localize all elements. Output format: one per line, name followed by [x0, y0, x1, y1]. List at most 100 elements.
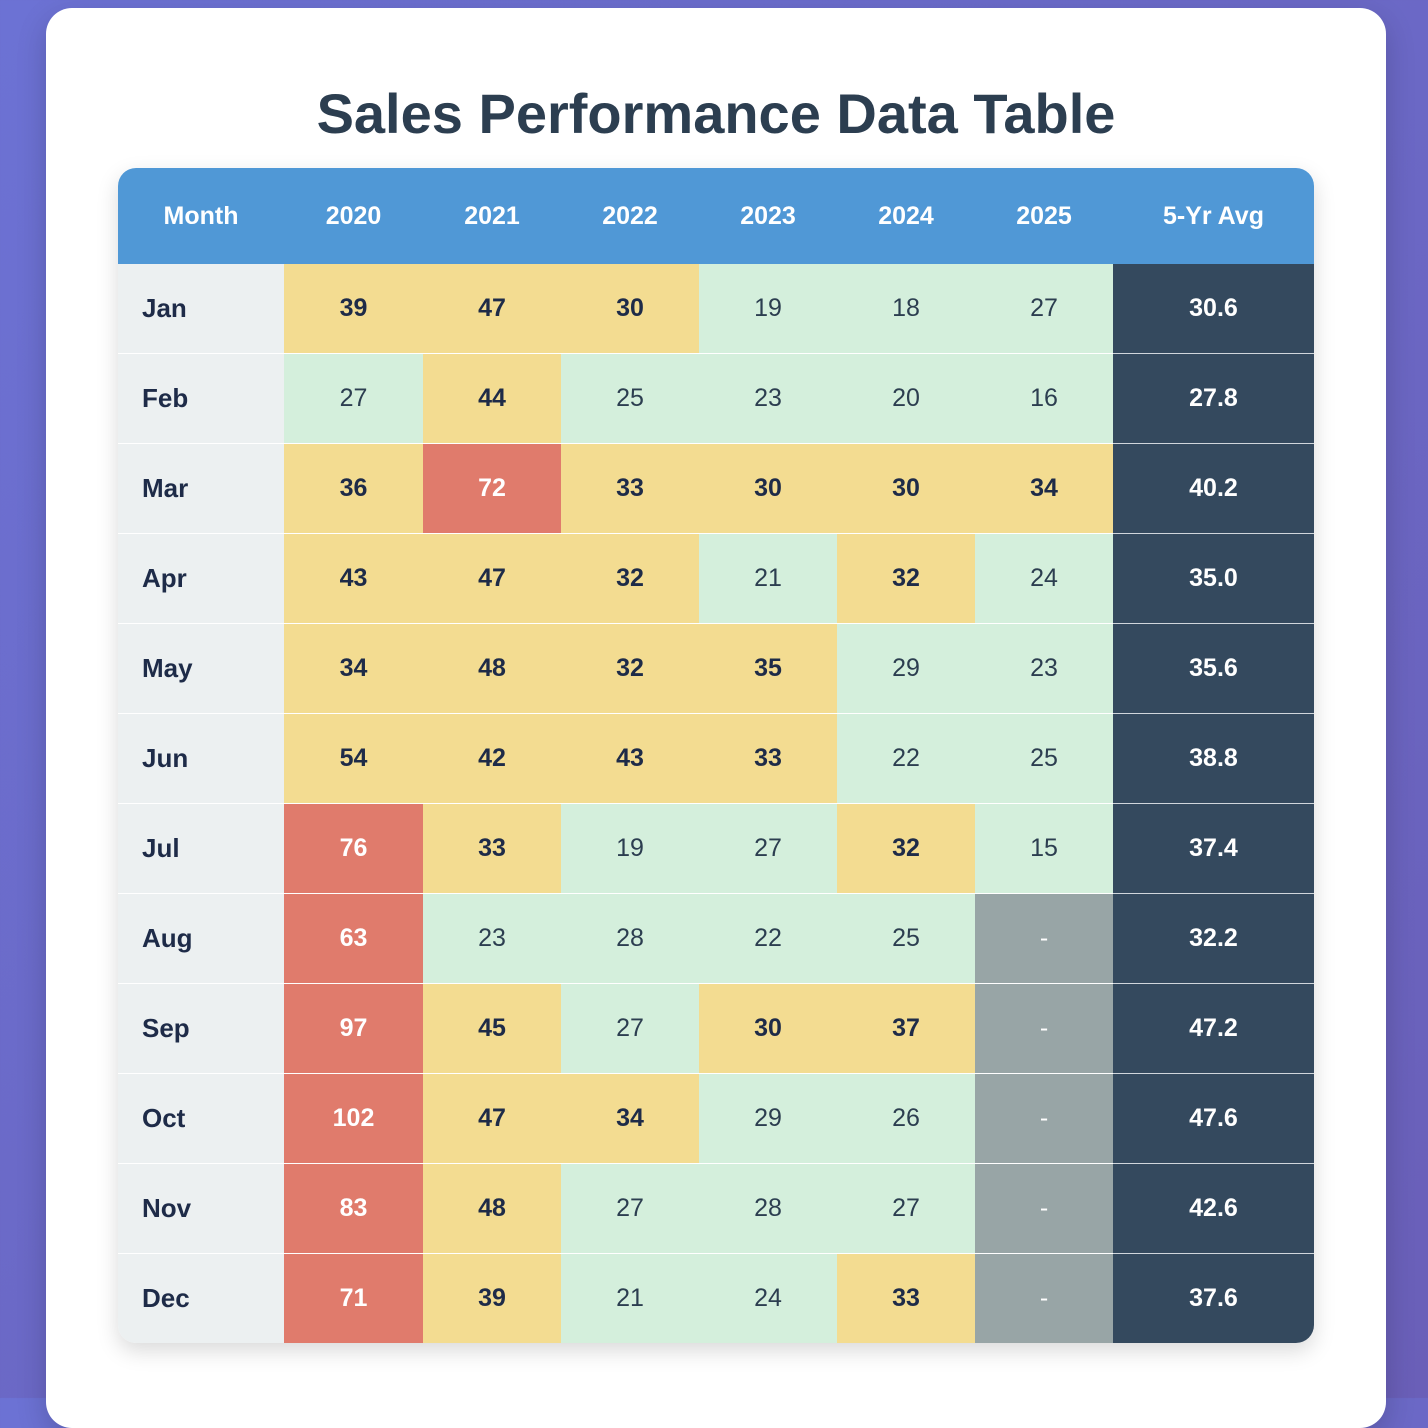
month-cell: Jan	[118, 264, 284, 354]
month-cell: Jun	[118, 713, 284, 804]
sales-table: Month 2020 2021 2022 2023 2024 2025 5-Yr Avg Ja…	[118, 168, 1314, 1343]
value-cell: 33	[561, 443, 699, 534]
value-cell: 21	[561, 1253, 699, 1343]
value-cell: 72	[423, 443, 561, 534]
value-cell: 35	[699, 623, 837, 714]
value-cell: 33	[423, 803, 561, 894]
value-cell: 102	[284, 1073, 423, 1164]
value-cell: 33	[699, 713, 837, 804]
column-header-year: 2020	[284, 168, 423, 264]
value-cell: 25	[837, 893, 975, 984]
value-cell: 39	[423, 1253, 561, 1343]
value-cell: 25	[975, 713, 1113, 804]
value-cell: 47	[423, 264, 561, 354]
value-cell: 42	[423, 713, 561, 804]
value-cell: -	[975, 1163, 1113, 1254]
sales-table-container: Month 2020 2021 2022 2023 2024 2025 5-Yr Avg Ja…	[118, 168, 1314, 1343]
table-row: Jun 54 42 43 33 22 25 38.8	[118, 713, 1314, 804]
average-cell: 47.2	[1113, 983, 1314, 1074]
value-cell: 43	[561, 713, 699, 804]
value-cell: -	[975, 983, 1113, 1074]
average-cell: 47.6	[1113, 1073, 1314, 1164]
value-cell: 71	[284, 1253, 423, 1343]
table-row: Oct 102 47 34 29 26-47.6	[118, 1073, 1314, 1164]
month-cell: Jul	[118, 803, 284, 894]
value-cell: 15	[975, 803, 1113, 894]
table-row: Aug 63 23 28 22 25-32.2	[118, 893, 1314, 984]
value-cell: 27	[837, 1163, 975, 1254]
value-cell: 83	[284, 1163, 423, 1254]
value-cell: 27	[284, 353, 423, 444]
average-cell: 37.4	[1113, 803, 1314, 894]
value-cell: 23	[423, 893, 561, 984]
value-cell: 18	[837, 264, 975, 354]
value-cell: 24	[975, 533, 1113, 624]
month-cell: May	[118, 623, 284, 714]
value-cell: 48	[423, 623, 561, 714]
value-cell: 22	[699, 893, 837, 984]
value-cell: 27	[975, 264, 1113, 354]
value-cell: 37	[837, 983, 975, 1074]
average-cell: 32.2	[1113, 893, 1314, 984]
month-cell: Aug	[118, 893, 284, 984]
column-header-year: 2022	[561, 168, 699, 264]
value-cell: 47	[423, 1073, 561, 1164]
value-cell: 33	[837, 1253, 975, 1343]
value-cell: -	[975, 1073, 1113, 1164]
value-cell: 19	[561, 803, 699, 894]
table-row: Jan 39 47 30 19 18 27 30.6	[118, 264, 1314, 354]
value-cell: 97	[284, 983, 423, 1074]
month-cell: Oct	[118, 1073, 284, 1164]
average-cell: 37.6	[1113, 1253, 1314, 1343]
value-cell: 54	[284, 713, 423, 804]
value-cell: 32	[561, 533, 699, 624]
value-cell: 27	[561, 1163, 699, 1254]
value-cell: 63	[284, 893, 423, 984]
value-cell: 30	[699, 443, 837, 534]
table-row: Dec 71 39 21 24 33-37.6	[118, 1253, 1314, 1343]
column-header-year: 2025	[975, 168, 1113, 264]
value-cell: 29	[837, 623, 975, 714]
table-row: Jul 76 33 19 27 32 15 37.4	[118, 803, 1314, 894]
value-cell: 43	[284, 533, 423, 624]
value-cell: 19	[699, 264, 837, 354]
value-cell: 39	[284, 264, 423, 354]
month-cell: Nov	[118, 1163, 284, 1254]
month-cell: Feb	[118, 353, 284, 444]
value-cell: 48	[423, 1163, 561, 1254]
value-cell: 32	[837, 803, 975, 894]
value-cell: 22	[837, 713, 975, 804]
value-cell: 36	[284, 443, 423, 534]
value-cell: 20	[837, 353, 975, 444]
value-cell: 30	[699, 983, 837, 1074]
average-cell: 42.6	[1113, 1163, 1314, 1254]
average-cell: 40.2	[1113, 443, 1314, 534]
average-cell: 35.6	[1113, 623, 1314, 714]
value-cell: 45	[423, 983, 561, 1074]
average-cell: 38.8	[1113, 713, 1314, 804]
column-header-year: 2021	[423, 168, 561, 264]
value-cell: 28	[699, 1163, 837, 1254]
table-row: Nov 83 48 27 28 27-42.6	[118, 1163, 1314, 1254]
month-cell: Mar	[118, 443, 284, 534]
value-cell: -	[975, 893, 1113, 984]
average-cell: 35.0	[1113, 533, 1314, 624]
content-card: Sales Performance Data Table Month 2020 20…	[46, 8, 1386, 1428]
table-row: Apr 43 47 32 21 32 24 35.0	[118, 533, 1314, 624]
value-cell: 44	[423, 353, 561, 444]
value-cell: 23	[699, 353, 837, 444]
table-row: Feb 27 44 25 23 20 16 27.8	[118, 353, 1314, 444]
value-cell: 28	[561, 893, 699, 984]
table-header-row: Month 2020 2021 2022 2023 2024 2025 5-Yr Avg	[118, 168, 1314, 264]
average-cell: 27.8	[1113, 353, 1314, 444]
value-cell: 30	[837, 443, 975, 534]
value-cell: 23	[975, 623, 1113, 714]
table-row: May 34 48 32 35 29 23 35.6	[118, 623, 1314, 714]
table-row: Mar 36 72 33 30 30 34 40.2	[118, 443, 1314, 534]
value-cell: 34	[975, 443, 1113, 534]
page-title: Sales Performance Data Table	[316, 82, 1116, 145]
value-cell: -	[975, 1253, 1113, 1343]
column-header-avg: 5-Yr Avg	[1113, 168, 1314, 264]
value-cell: 76	[284, 803, 423, 894]
value-cell: 27	[699, 803, 837, 894]
